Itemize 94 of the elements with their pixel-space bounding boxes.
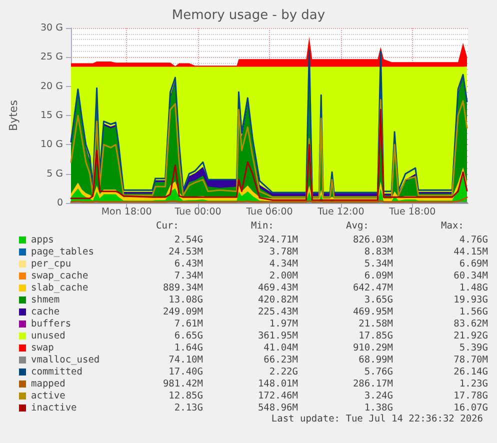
legend-label: per_cpu: [31, 258, 72, 270]
text: 4.76G: [459, 234, 488, 246]
text: 6.69M: [459, 258, 488, 270]
text: 5.39G: [459, 342, 488, 354]
text: 469.43M: [258, 282, 298, 294]
text: 5.34M: [364, 258, 394, 270]
text: 225.43M: [258, 306, 298, 318]
text: 6.65G: [174, 330, 204, 342]
y-tick-label: 15 G: [40, 110, 63, 121]
text: 172.46M: [258, 390, 298, 402]
text: 889.34M: [162, 282, 204, 294]
legend-label: unused: [31, 330, 66, 342]
legend-label: apps: [31, 234, 54, 246]
text: 8.83M: [364, 246, 394, 258]
text: 286.17M: [352, 378, 394, 390]
legend-label: page_tables: [31, 246, 94, 258]
text: 24.53M: [168, 246, 204, 258]
text: Max:: [441, 220, 464, 232]
text: 1.56G: [459, 306, 488, 318]
text: 19.93G: [454, 294, 488, 306]
text: 1.23G: [459, 378, 488, 390]
text: 1.97M: [269, 318, 298, 330]
text: 3.65G: [364, 294, 394, 306]
text: 83.62M: [454, 318, 488, 330]
text: 12.85G: [168, 390, 204, 402]
x-tick-label: Tue 00:00: [174, 206, 222, 218]
text: 26.14G: [454, 366, 488, 378]
text: 1.64G: [174, 342, 204, 354]
text: 981.42M: [162, 378, 204, 390]
text: 324.71M: [258, 234, 298, 246]
text: 5.76G: [364, 366, 394, 378]
text: 3.24G: [364, 390, 394, 402]
text: 66.23M: [264, 354, 298, 366]
text: 2.22G: [269, 366, 298, 378]
text: 74.10M: [168, 354, 204, 366]
text: Avg:: [346, 220, 369, 232]
chart-title: Memory usage - by day: [172, 8, 326, 23]
y-tick-label: 20 G: [40, 80, 63, 92]
legend-label: active: [31, 390, 66, 402]
y-axis-title: Bytes: [7, 100, 20, 131]
x-tick-label: Tue 18:00: [388, 206, 436, 218]
text: 13.08G: [168, 294, 204, 306]
text: 21.58M: [358, 318, 394, 330]
x-tick-label: Tue 12:00: [316, 206, 364, 218]
y-tick-label: 10 G: [40, 139, 63, 150]
text: 6.43M: [174, 258, 204, 270]
text: 17.78G: [454, 390, 488, 402]
text: 2.00M: [269, 270, 298, 282]
y-tick-label: 25 G: [40, 52, 63, 63]
text: 1.38G: [364, 402, 394, 414]
text: 3.78M: [269, 246, 298, 258]
legend-label: shmem: [31, 294, 60, 306]
legend-label: inactive: [31, 402, 78, 414]
text: 4.34M: [269, 258, 298, 270]
text: 826.03M: [352, 234, 394, 246]
text: Min:: [251, 220, 274, 232]
legend-label: swap_cache: [31, 270, 88, 282]
text: 44.15M: [454, 246, 488, 258]
text: 420.82M: [258, 294, 298, 306]
y-tick-label: 30 G: [40, 22, 63, 34]
text: 6.09M: [364, 270, 394, 282]
text: 68.99M: [358, 354, 394, 366]
text: 78.70M: [454, 354, 488, 366]
legend-label: slab_cache: [31, 282, 88, 294]
legend-label: mapped: [31, 378, 66, 390]
text: 642.47M: [352, 282, 394, 294]
y-tick-label: 5 G: [46, 168, 63, 180]
text: 21.92G: [454, 330, 488, 342]
x-tick-label: Mon 18:00: [101, 206, 152, 218]
x-tick-label: Tue 06:00: [245, 206, 293, 218]
text: Last update: Tue Jul 14 22:36:32 2026: [271, 414, 484, 424]
legend-label: swap: [31, 342, 54, 354]
legend-label: committed: [31, 366, 82, 378]
text: 7.61M: [174, 318, 204, 330]
text: 60.34M: [454, 270, 488, 282]
text: 17.85G: [358, 330, 394, 342]
legend-label: buffers: [31, 318, 72, 330]
text: 1.48G: [459, 282, 488, 294]
text: 469.95M: [352, 306, 394, 318]
text: 2.54G: [174, 234, 204, 246]
text: 361.95M: [258, 330, 298, 342]
text: 41.04M: [264, 342, 298, 354]
legend-label: cache: [31, 306, 60, 318]
text: 2.13G: [174, 402, 204, 414]
text: 7.34M: [174, 270, 204, 282]
text: Cur:: [156, 220, 179, 232]
y-tick-label: 0: [56, 198, 63, 208]
text: 148.01M: [258, 378, 298, 390]
text: 910.29M: [352, 342, 394, 354]
text: 17.40G: [168, 366, 204, 378]
legend-label: vmalloc_used: [31, 354, 100, 366]
text: 249.09M: [162, 306, 204, 318]
text: 548.96M: [258, 402, 298, 414]
text: 16.07G: [454, 402, 488, 414]
